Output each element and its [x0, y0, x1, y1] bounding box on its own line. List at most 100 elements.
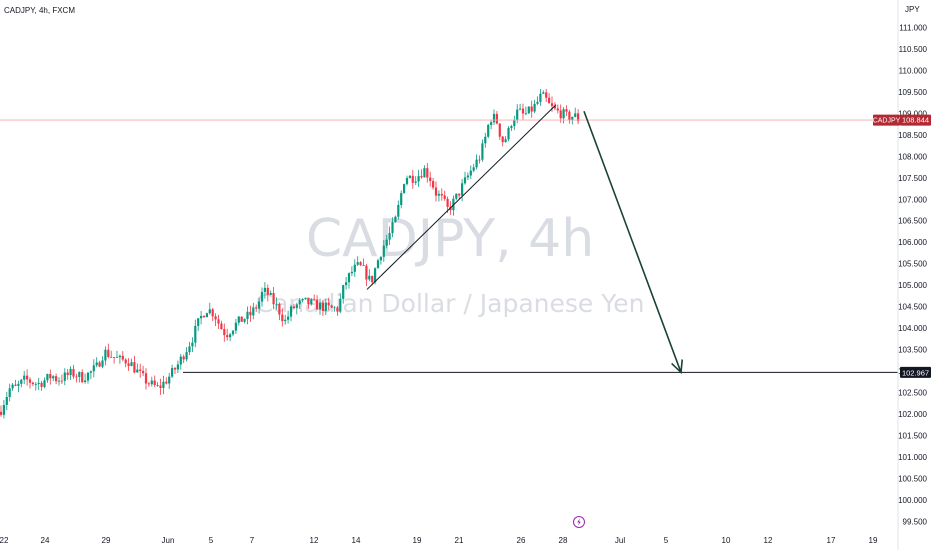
candle[interactable]: [136, 363, 139, 373]
candle[interactable]: [403, 183, 406, 194]
candle[interactable]: [89, 370, 92, 380]
candle[interactable]: [37, 377, 40, 391]
candle[interactable]: [440, 188, 443, 201]
candle[interactable]: [173, 366, 177, 375]
candle[interactable]: [530, 100, 533, 118]
candle[interactable]: [5, 391, 8, 411]
candle[interactable]: [414, 176, 417, 185]
candle[interactable]: [57, 377, 61, 386]
candle[interactable]: [98, 360, 101, 368]
candle[interactable]: [113, 356, 116, 364]
candle[interactable]: [333, 305, 336, 312]
candle[interactable]: [411, 170, 414, 189]
candle[interactable]: [75, 373, 78, 383]
candle[interactable]: [548, 93, 551, 104]
candle[interactable]: [159, 378, 162, 395]
candle[interactable]: [345, 276, 348, 290]
candle[interactable]: [165, 377, 168, 385]
candle[interactable]: [202, 315, 206, 318]
candle[interactable]: [255, 304, 258, 312]
candle[interactable]: [171, 364, 174, 378]
candle[interactable]: [153, 375, 156, 388]
candle[interactable]: [539, 89, 542, 106]
candle[interactable]: [278, 302, 281, 321]
candle[interactable]: [69, 366, 72, 380]
candle[interactable]: [84, 373, 87, 384]
candle[interactable]: [142, 365, 145, 377]
candle[interactable]: [426, 162, 429, 183]
price-axis[interactable]: 111.000 110.500 110.000 109.500 109.000 108.5…: [898, 24, 927, 527]
candle[interactable]: [185, 347, 188, 362]
candle[interactable]: [281, 308, 284, 327]
candle[interactable]: [301, 298, 304, 303]
candle[interactable]: [23, 370, 26, 385]
candle[interactable]: [252, 302, 255, 320]
candle-series[interactable]: [0, 88, 580, 419]
candle[interactable]: [339, 293, 342, 314]
candle[interactable]: [347, 272, 351, 289]
candle[interactable]: [78, 371, 81, 383]
candle[interactable]: [504, 136, 507, 143]
candle[interactable]: [81, 369, 84, 384]
candle[interactable]: [176, 360, 179, 373]
candle[interactable]: [191, 337, 194, 353]
candle[interactable]: [20, 378, 23, 388]
candle[interactable]: [443, 190, 446, 201]
candle[interactable]: [284, 314, 287, 325]
drawings[interactable]: [0, 104, 898, 375]
candle[interactable]: [182, 354, 185, 364]
candle[interactable]: [237, 316, 240, 326]
candle[interactable]: [469, 165, 472, 180]
candle[interactable]: [461, 179, 464, 202]
candle[interactable]: [342, 284, 345, 304]
candle[interactable]: [365, 263, 368, 286]
candle[interactable]: [162, 375, 165, 395]
candle[interactable]: [507, 126, 510, 142]
candle[interactable]: [275, 297, 278, 310]
candle[interactable]: [28, 377, 32, 389]
candle[interactable]: [249, 305, 252, 322]
candle[interactable]: [95, 357, 98, 368]
candle[interactable]: [223, 323, 226, 342]
candle[interactable]: [542, 90, 545, 94]
candle[interactable]: [147, 381, 150, 387]
candle[interactable]: [26, 369, 29, 386]
candle[interactable]: [144, 368, 148, 390]
candle[interactable]: [263, 282, 266, 299]
candle[interactable]: [231, 330, 235, 337]
candle[interactable]: [472, 163, 475, 173]
candle[interactable]: [272, 286, 275, 310]
candle[interactable]: [394, 215, 397, 223]
candle[interactable]: [400, 190, 403, 209]
candle[interactable]: [63, 368, 66, 386]
candle[interactable]: [359, 261, 362, 266]
candle[interactable]: [110, 350, 113, 358]
candle[interactable]: [292, 303, 295, 310]
candle[interactable]: [92, 359, 95, 378]
candle[interactable]: [60, 374, 63, 384]
candle[interactable]: [49, 369, 52, 385]
candle[interactable]: [220, 320, 223, 330]
candle[interactable]: [350, 266, 353, 277]
candle[interactable]: [391, 217, 394, 238]
candle[interactable]: [562, 107, 565, 124]
candle[interactable]: [66, 369, 69, 380]
candle[interactable]: [313, 294, 316, 301]
candle[interactable]: [574, 107, 577, 118]
candle[interactable]: [519, 103, 522, 111]
candle[interactable]: [8, 383, 11, 402]
candle[interactable]: [118, 354, 121, 364]
candle[interactable]: [304, 297, 307, 300]
candle[interactable]: [463, 171, 467, 185]
candle[interactable]: [432, 177, 435, 190]
candle[interactable]: [115, 350, 119, 358]
candle[interactable]: [200, 311, 203, 325]
candle[interactable]: [211, 307, 214, 321]
candle[interactable]: [208, 302, 211, 315]
time-axis[interactable]: 22 24 29 Jun 5 7 12 14 19 21 26 28 Jul 5 10 12 17 19: [0, 536, 878, 545]
candle[interactable]: [429, 171, 432, 187]
candle[interactable]: [205, 312, 208, 318]
candle[interactable]: [101, 356, 104, 369]
candle[interactable]: [258, 297, 261, 314]
candle[interactable]: [72, 364, 75, 379]
